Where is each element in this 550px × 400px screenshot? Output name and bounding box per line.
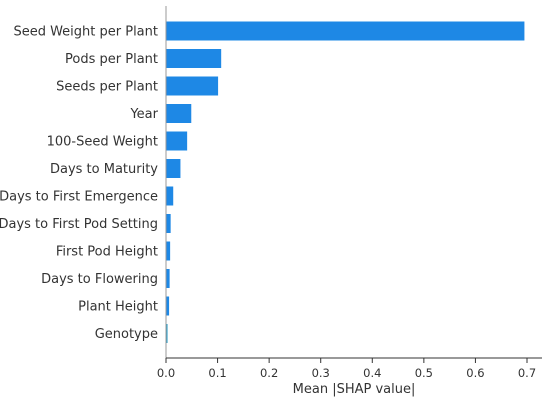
category-label: Year [129, 107, 158, 122]
x-tick-label: 0.6 [466, 366, 484, 380]
category-label: 100-Seed Weight [47, 135, 158, 150]
category-label: Pods per Plant [65, 52, 158, 67]
bar-days-to-first-pod-setting [166, 214, 171, 233]
bar-seed-weight-per-plant [166, 21, 525, 41]
bar-plant-height [166, 296, 170, 316]
category-label: First Pod Height [56, 245, 158, 260]
bar-pods-per-plant [166, 49, 222, 68]
x-tick-label: 0.3 [312, 366, 330, 380]
bar-days-to-flowering [166, 269, 170, 288]
bar-first-pod-height [166, 241, 171, 261]
x-tick-label: 0.0 [157, 366, 175, 380]
category-label: Days to Flowering [41, 272, 158, 287]
x-tick-label: 0.4 [363, 366, 381, 380]
bar-days-to-first-emergence [166, 186, 174, 206]
category-label: Days to First Pod Setting [0, 217, 158, 232]
bars-group [166, 21, 525, 343]
category-label: Plant Height [78, 300, 158, 315]
x-tick-label: 0.5 [415, 366, 433, 380]
bar-days-to-maturity [166, 159, 181, 178]
x-tick-label: 0.1 [208, 366, 226, 380]
bar-genotype [166, 324, 168, 343]
bar-year [166, 104, 192, 123]
x-tick-label: 0.7 [518, 366, 536, 380]
category-label: Days to First Emergence [0, 190, 158, 205]
category-label: Seeds per Plant [56, 80, 158, 95]
category-label: Seed Weight per Plant [13, 25, 158, 40]
category-label: Days to Maturity [50, 162, 158, 177]
category-labels-group: Seed Weight per Plant Pods per Plant Seeds… [0, 25, 159, 343]
bar-100-seed-weight [166, 131, 188, 151]
x-tick-label: 0.2 [260, 366, 278, 380]
x-ticks-group: 0.0 0.1 0.2 0.3 0.4 0.5 0.6 0.7 [157, 358, 536, 380]
category-label: Genotype [95, 327, 158, 342]
bar-seeds-per-plant [166, 76, 219, 96]
x-axis-title: Mean |SHAP value| [293, 382, 416, 397]
